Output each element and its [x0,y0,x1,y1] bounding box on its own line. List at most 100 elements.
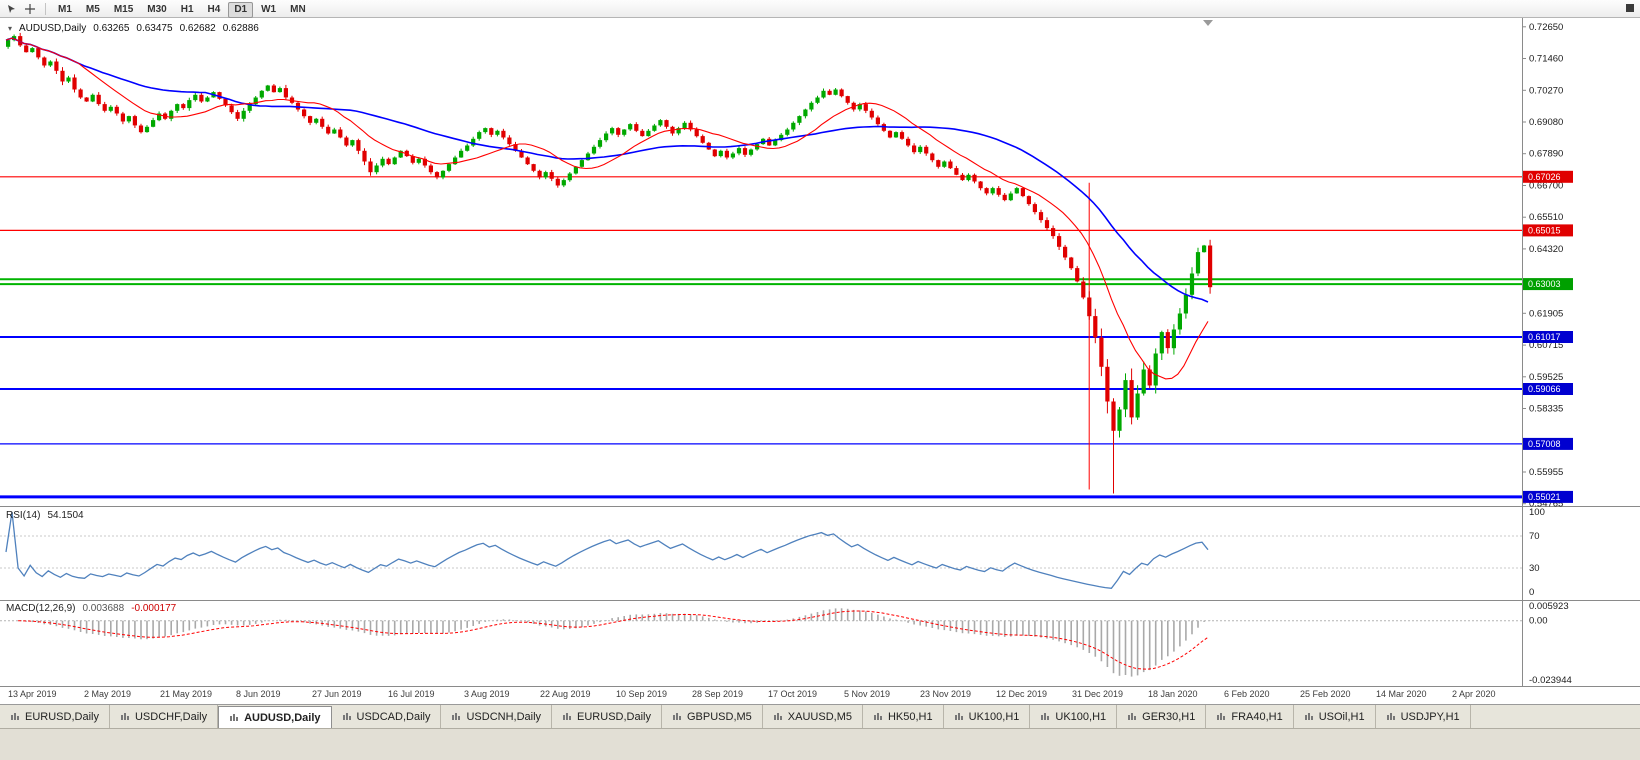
time-axis-label: 12 Dec 2019 [996,689,1048,699]
time-axis-label: 3 Aug 2019 [464,689,510,699]
time-axis-label: 10 Sep 2019 [616,689,668,699]
chart-tab-usoil-h1[interactable]: USOil,H1 [1294,705,1376,729]
price-tick: 0.55955 [1529,467,1563,478]
chart-shift-marker[interactable] [1203,20,1213,26]
time-axis-label: 16 Jul 2019 [388,689,435,699]
price-tick: 0.67890 [1529,149,1563,160]
chart-tab-label: USDCAD,Daily [356,711,431,723]
price-axis[interactable]: 0.72650 0.71460 0.70270 0.69080 0.67890 0.667… [1522,22,1563,510]
price-line-label: 0.61017 [1528,332,1561,342]
price-tick: 0.61905 [1529,308,1563,319]
time-axis-label: 22 Aug 2019 [540,689,591,699]
timeframe-button-h1[interactable]: H1 [180,4,194,15]
chart-tab-icon [563,713,572,720]
time-axis-label: 18 Jan 2020 [1148,689,1198,699]
price-tick: 0.71460 [1529,54,1563,65]
chart-tab-icon [1128,713,1137,720]
toolbar: M1 M5 M15 M30 H1 H4 D1 W1 MN [0,0,1640,18]
time-axis[interactable]: 13 Apr 2019 2 May 2019 21 May 2019 8 Jun 20… [0,687,1640,703]
macd-panel[interactable]: 0.005923 0.00 -0.023944 [0,601,1572,686]
timeframe-button-m1[interactable]: M1 [58,4,72,15]
price-line-label: 0.55021 [1528,492,1561,502]
time-axis-label: 17 Oct 2019 [768,689,818,699]
chart-tab-fra40-h1[interactable]: FRA40,H1 [1206,705,1294,729]
chart-tab-gbpusd-m5[interactable]: GBPUSD,M5 [662,705,763,729]
chart-tab-uk100-h1[interactable]: UK100,H1 [1030,705,1118,729]
chart-tab-label: HK50,H1 [887,711,933,723]
time-axis-label: 6 Feb 2020 [1224,689,1270,699]
timeframe-button-h4[interactable]: H4 [207,4,221,15]
chart-tab-icon [1386,713,1395,720]
chart-tab-icon [673,713,681,720]
price-tick: 0.59525 [1529,372,1563,383]
status-bar [0,728,1640,760]
chart-tab-hk50-h1[interactable]: HK50,H1 [863,705,944,729]
time-axis-label: 28 Sep 2019 [692,689,744,699]
macd-axis-label: -0.023944 [1529,675,1572,686]
chart-tab-usdcad-daily[interactable]: USDCAD,Daily [332,705,442,729]
cursor-arrow-icon[interactable] [4,2,20,16]
time-axis-label: 27 Jun 2019 [312,689,362,699]
chart-tab-icon [230,714,239,721]
chart-tab-label: FRA40,H1 [1231,711,1283,723]
chart-tab-xauusd-m5[interactable]: XAUUSD,M5 [763,705,863,729]
chart-tab-usdcnh-daily[interactable]: USDCNH,Daily [441,705,553,729]
macd-signal-line [18,610,1209,670]
time-axis-label: 2 May 2019 [84,689,132,699]
chart-tab-eurusd-daily[interactable]: EURUSD,Daily [0,705,110,729]
price-tick: 0.54765 [1529,499,1563,510]
chart-tabs-bar: EURUSD,Daily USDCHF,Daily AUDUSD,Daily USDC… [0,704,1640,729]
chart-tab-label: USOil,H1 [1318,711,1365,723]
timeframe-button-group: M1 M5 M15 M30 H1 H4 D1 W1 MN [51,0,313,18]
chart-tab-label: AUDUSD,Daily [244,712,321,724]
rsi-axis-label: 0 [1529,587,1534,598]
macd-axis-label: 0.00 [1529,616,1548,627]
horizontal-level-lines[interactable] [0,176,1522,499]
chart-tab-icon [452,713,461,720]
chart-tab-ger30-h1[interactable]: GER30,H1 [1117,705,1207,729]
chart-tab-eurusd-daily[interactable]: EURUSD,Daily [552,705,662,729]
ma-slow-line [5,37,1209,303]
chart-tab-label: USDCHF,Daily [134,711,208,723]
time-axis-label: 21 May 2019 [160,689,213,699]
time-axis-label: 13 Apr 2019 [8,689,57,699]
timeframe-button-m5[interactable]: M5 [85,4,100,15]
price-tick: 0.58335 [1529,404,1563,415]
chart-tab-usdjpy-h1[interactable]: USDJPY,H1 [1376,705,1471,729]
scroll-marker [1626,4,1634,12]
time-axis-label: 2 Apr 2020 [1452,689,1496,699]
price-tick: 0.70270 [1529,85,1563,96]
chart-tab-icon [342,713,351,720]
time-axis-label: 5 Nov 2019 [844,689,891,699]
chart-tab-uk100-h1[interactable]: UK100,H1 [944,705,1031,729]
price-tick: 0.65510 [1529,212,1563,223]
price-line-label: 0.63003 [1528,279,1561,289]
timeframe-button-m30[interactable]: M30 [147,4,167,15]
candles-layer [6,32,1213,494]
chart-tab-usdchf-daily[interactable]: USDCHF,Daily [110,705,219,729]
chart-tab-icon [120,713,129,720]
chart-tab-label: USDCNH,Daily [466,711,542,723]
ma-fast-line [5,37,1209,380]
price-line-label: 0.67026 [1528,172,1561,182]
rsi-panel[interactable]: 100 70 30 0 [0,507,1545,598]
rsi-axis-label: 100 [1529,507,1545,518]
price-line-label: 0.65015 [1528,225,1561,235]
chart-tab-audusd-daily[interactable]: AUDUSD,Daily [218,706,332,729]
price-line-label: 0.59066 [1528,384,1561,394]
price-chart-canvas[interactable]: 0.72650 0.71460 0.70270 0.69080 0.67890 0.667… [0,0,1640,704]
crosshair-icon[interactable] [22,2,38,16]
chart-tab-icon [954,713,963,720]
timeframe-button-w1[interactable]: W1 [261,4,277,15]
timeframe-button-d1[interactable]: D1 [228,2,254,18]
chart-tab-icon [1217,713,1226,720]
timeframe-button-mn[interactable]: MN [290,4,306,15]
chart-tab-label: UK100,H1 [1055,711,1107,723]
price-line-label: 0.57008 [1528,439,1561,449]
rsi-axis-label: 70 [1529,531,1540,542]
timeframe-button-m15[interactable]: M15 [113,4,134,15]
chart-tab-label: GBPUSD,M5 [687,711,752,723]
chart-tab-label: EURUSD,Daily [25,711,99,723]
macd-axis-label: 0.005923 [1529,601,1569,612]
chart-tab-label: UK100,H1 [968,711,1020,723]
